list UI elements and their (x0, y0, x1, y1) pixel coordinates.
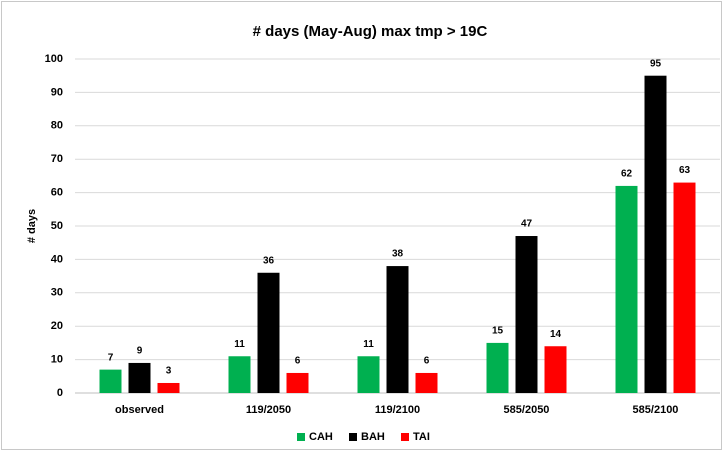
legend-swatch (349, 433, 357, 441)
data-label: 95 (650, 58, 662, 69)
bar (128, 362, 151, 393)
data-label: 6 (295, 356, 301, 367)
y-tick-label: 80 (51, 120, 63, 132)
x-tick-label: 585/2100 (633, 404, 679, 416)
legend-label: CAH (309, 431, 333, 443)
data-label: 15 (492, 326, 504, 337)
data-label: 63 (679, 165, 691, 176)
bar (673, 182, 696, 393)
bar (386, 266, 409, 393)
data-label: 36 (263, 255, 275, 266)
y-tick-label: 40 (51, 253, 63, 265)
y-tick-label: 50 (51, 220, 63, 232)
bar (257, 272, 280, 393)
y-tick-label: 100 (45, 53, 63, 65)
bar (228, 356, 251, 393)
y-tick-label: 90 (51, 86, 63, 98)
x-tick-label: observed (115, 404, 164, 416)
x-tick-label: 585/2050 (504, 404, 550, 416)
data-label: 11 (234, 339, 245, 350)
data-label: 62 (621, 169, 633, 180)
legend-swatch (401, 433, 409, 441)
data-label: 6 (424, 356, 430, 367)
data-label: 47 (521, 219, 533, 230)
data-label: 14 (550, 329, 562, 340)
bar (544, 346, 567, 393)
data-label: 7 (108, 352, 114, 363)
data-label: 9 (137, 346, 143, 357)
legend-label: BAH (361, 431, 385, 443)
bar (615, 185, 638, 393)
data-label: 11 (363, 339, 374, 350)
bar (644, 75, 667, 393)
y-tick-label: 10 (51, 354, 63, 366)
y-tick-label: 60 (51, 187, 63, 199)
legend-swatch (297, 433, 305, 441)
y-tick-label: 0 (57, 387, 63, 399)
data-label: 3 (166, 366, 172, 377)
y-tick-label: 70 (51, 153, 63, 165)
bar (415, 372, 438, 393)
chart-title: # days (May-Aug) max tmp > 19C (253, 23, 488, 40)
y-tick-label: 20 (51, 320, 63, 332)
x-tick-label: 119/2100 (375, 404, 420, 416)
legend-label: TAI (413, 431, 430, 443)
y-axis-label: # days (26, 209, 38, 243)
bar (99, 369, 122, 393)
bar (515, 236, 538, 393)
y-tick-label: 30 (51, 287, 63, 299)
bar (286, 372, 309, 393)
bar (357, 356, 380, 393)
x-tick-label: 119/2050 (246, 404, 291, 416)
data-label: 38 (392, 249, 404, 260)
bar (486, 342, 509, 393)
bar (157, 382, 180, 393)
